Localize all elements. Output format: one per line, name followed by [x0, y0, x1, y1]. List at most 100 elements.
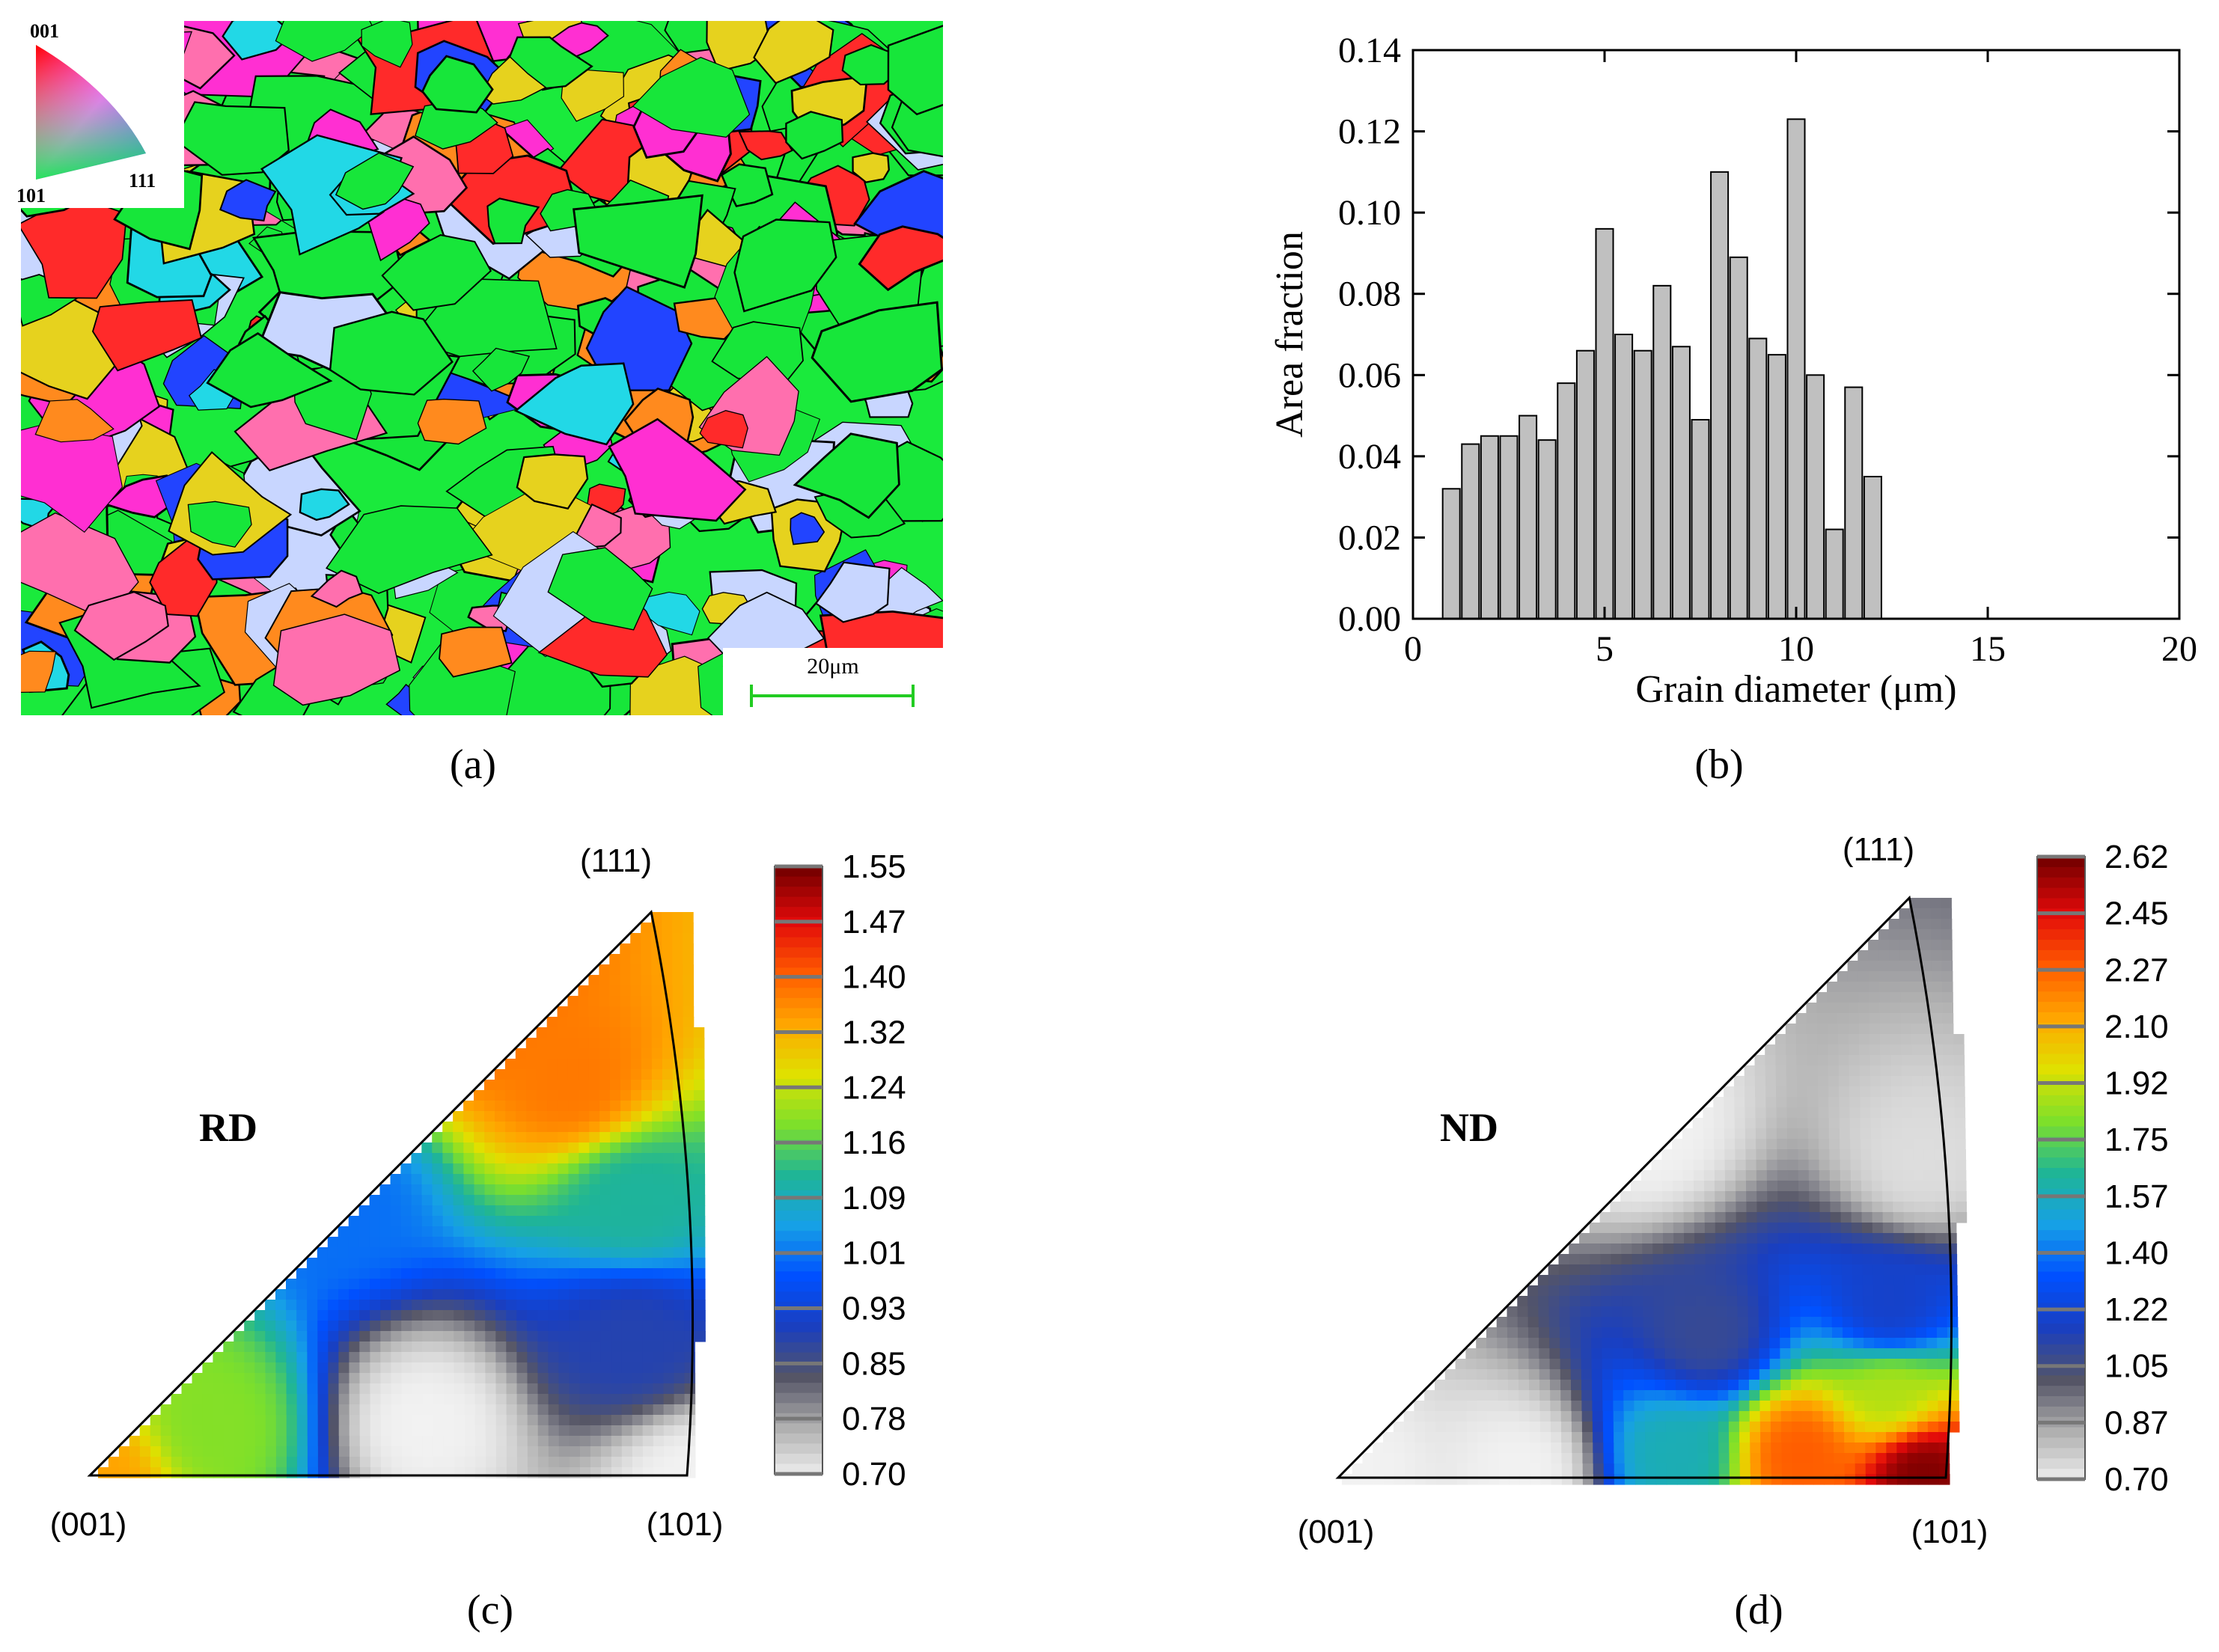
contour-cell	[454, 1279, 465, 1290]
contour-cell	[411, 1195, 423, 1206]
contour-cell	[359, 1279, 370, 1290]
contour-cell	[495, 1279, 507, 1290]
contour-cell	[1858, 982, 1869, 993]
contour-cell	[632, 1436, 644, 1447]
contour-cell	[548, 1383, 560, 1395]
contour-cell	[1708, 1443, 1719, 1454]
contour-cell	[1655, 1401, 1666, 1412]
grain	[547, 547, 653, 631]
contour-cell	[370, 1352, 381, 1363]
contour-cell	[1847, 971, 1859, 982]
contour-cell	[192, 1425, 204, 1437]
contour-cell	[202, 1373, 214, 1384]
contour-cell	[1831, 1254, 1843, 1265]
contour-cell	[1729, 1443, 1740, 1454]
contour-cell	[1486, 1359, 1498, 1370]
contour-cell	[1902, 1170, 1914, 1181]
grain	[219, 179, 277, 221]
contour-cell	[1682, 1139, 1694, 1150]
colorbar-segment	[775, 977, 822, 989]
contour-cell	[317, 1383, 329, 1395]
contour-cell	[1488, 1432, 1499, 1443]
contour-cell	[642, 1342, 653, 1353]
contour-cell	[663, 1310, 674, 1321]
contour-cell	[1905, 1338, 1917, 1349]
contour-cell	[1635, 1453, 1646, 1464]
contour-cell	[662, 985, 674, 997]
contour-cell	[463, 1268, 475, 1279]
contour-cell	[1373, 1463, 1385, 1475]
contour-cell	[695, 1331, 706, 1342]
contour-cell	[1683, 1191, 1694, 1202]
contour-cell	[1708, 1463, 1720, 1475]
contour-cell	[1623, 1338, 1634, 1349]
grain	[329, 310, 454, 396]
contour-cell	[485, 1321, 496, 1332]
contour-cell	[1643, 1296, 1654, 1307]
contour-cell	[568, 1195, 580, 1206]
contour-cell	[1778, 1254, 1790, 1265]
colorbar-segment	[775, 876, 822, 887]
contour-cell	[234, 1373, 245, 1384]
contour-cell	[653, 1436, 665, 1447]
contour-cell	[569, 1394, 581, 1405]
contour-cell	[1802, 1443, 1813, 1454]
contour-cell	[1818, 1107, 1830, 1119]
contour-cell	[505, 1216, 517, 1227]
contour-cell	[118, 1446, 130, 1457]
contour-cell	[1456, 1390, 1467, 1401]
contour-cell	[328, 1373, 340, 1384]
ipf-legend-label-101: 101	[16, 185, 46, 206]
contour-cell	[433, 1300, 444, 1311]
contour-cell	[579, 1383, 591, 1395]
contour-cell	[391, 1404, 403, 1416]
contour-cell	[558, 1383, 570, 1395]
contour-cell	[1812, 1390, 1823, 1401]
contour-cell	[265, 1352, 276, 1363]
contour-cell	[1795, 1013, 1807, 1024]
colorbar-label: 1.57	[2104, 1178, 2169, 1215]
contour-cell	[684, 1383, 696, 1395]
contour-cell	[495, 1153, 506, 1164]
contour-cell	[599, 1069, 611, 1080]
contour-cell	[1696, 1338, 1707, 1349]
contour-cell	[1802, 1432, 1813, 1443]
contour-cell	[526, 1237, 538, 1248]
ipf-rd-corner-101: (101)	[647, 1506, 724, 1543]
contour-cell	[400, 1247, 412, 1258]
contour-cell	[432, 1237, 444, 1248]
scale-bar-box	[723, 648, 943, 715]
contour-cell	[1937, 1348, 1948, 1359]
contour-cell	[516, 1352, 528, 1363]
contour-cell	[1777, 1181, 1789, 1192]
colorbar-segment	[775, 1149, 822, 1161]
contour-cell	[1539, 1422, 1551, 1433]
contour-cell	[1715, 1223, 1727, 1234]
contour-cell	[1811, 1348, 1822, 1359]
contour-cell	[484, 1184, 496, 1196]
contour-cell	[1581, 1338, 1592, 1349]
contour-cell	[1920, 940, 1932, 951]
contour-cell	[504, 1059, 516, 1070]
contour-cell	[589, 1247, 601, 1258]
contour-cell	[599, 1142, 611, 1154]
contour-cell	[672, 1027, 684, 1038]
contour-cell	[663, 1331, 674, 1342]
contour-cell	[234, 1415, 245, 1426]
contour-cell	[234, 1436, 245, 1447]
contour-cell	[506, 1300, 517, 1311]
contour-cell	[641, 954, 652, 965]
contour-cell	[1661, 1170, 1673, 1181]
contour-cell	[1864, 1338, 1875, 1349]
contour-cell	[412, 1425, 424, 1437]
colorbar-label: 2.27	[2104, 952, 2169, 988]
contour-cell	[213, 1436, 225, 1447]
contour-cell	[1652, 1191, 1663, 1202]
contour-cell	[422, 1394, 434, 1405]
contour-cell	[1889, 971, 1901, 982]
contour-cell	[1849, 1107, 1861, 1119]
colorbar-segment	[2037, 991, 2085, 1003]
contour-cell	[1870, 1107, 1882, 1119]
contour-cell	[454, 1446, 466, 1457]
bar	[1863, 476, 1882, 620]
